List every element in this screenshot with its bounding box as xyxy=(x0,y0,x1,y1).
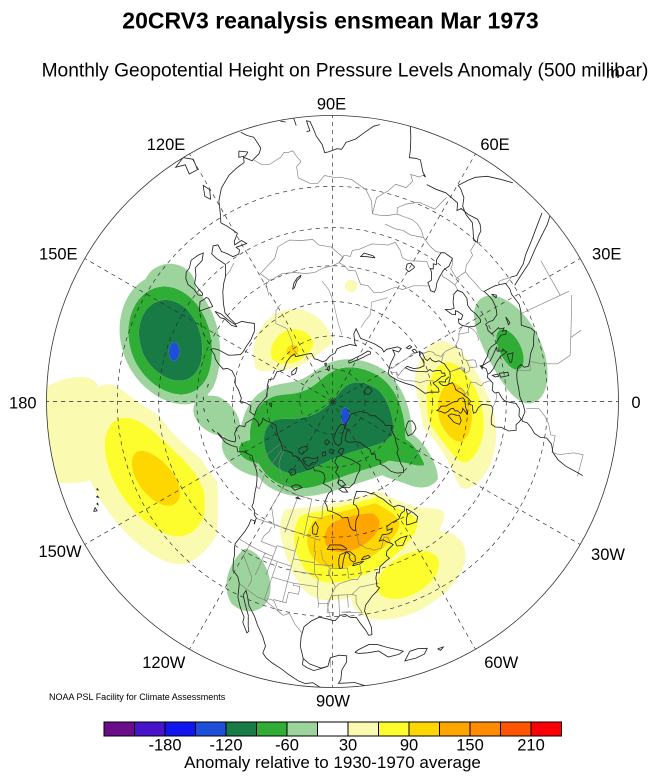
svg-text:90E: 90E xyxy=(317,95,346,113)
svg-text:30: 30 xyxy=(339,737,357,755)
svg-text:150: 150 xyxy=(456,737,484,755)
svg-text:60W: 60W xyxy=(484,654,518,672)
svg-text:-180: -180 xyxy=(148,737,181,755)
svg-text:Monthly Geopotential Height on: Monthly Geopotential Height on Pressure … xyxy=(42,61,649,82)
svg-text:210: 210 xyxy=(517,737,545,755)
svg-text:120W: 120W xyxy=(142,654,186,672)
svg-text:60E: 60E xyxy=(480,136,509,154)
svg-text:20CRV3 reanalysis ensmean Mar: 20CRV3 reanalysis ensmean Mar 1973 xyxy=(122,8,538,34)
svg-text:90: 90 xyxy=(400,737,418,755)
svg-text:120E: 120E xyxy=(147,136,186,154)
svg-text:0: 0 xyxy=(631,394,640,412)
svg-text:90W: 90W xyxy=(316,693,350,711)
svg-text:150E: 150E xyxy=(39,245,78,263)
svg-text:30E: 30E xyxy=(592,245,621,263)
svg-text:-60: -60 xyxy=(275,737,299,755)
svg-text:Anomaly relative to 1930-1970: Anomaly relative to 1930-1970 average xyxy=(184,753,481,772)
svg-text:m: m xyxy=(606,64,620,82)
svg-text:-120: -120 xyxy=(209,737,242,755)
svg-text:180: 180 xyxy=(9,395,37,413)
svg-text:NOAA PSL Facility for Climate: NOAA PSL Facility for Climate Assessment… xyxy=(49,692,226,702)
svg-text:30W: 30W xyxy=(591,546,625,564)
svg-text:150W: 150W xyxy=(38,543,82,561)
